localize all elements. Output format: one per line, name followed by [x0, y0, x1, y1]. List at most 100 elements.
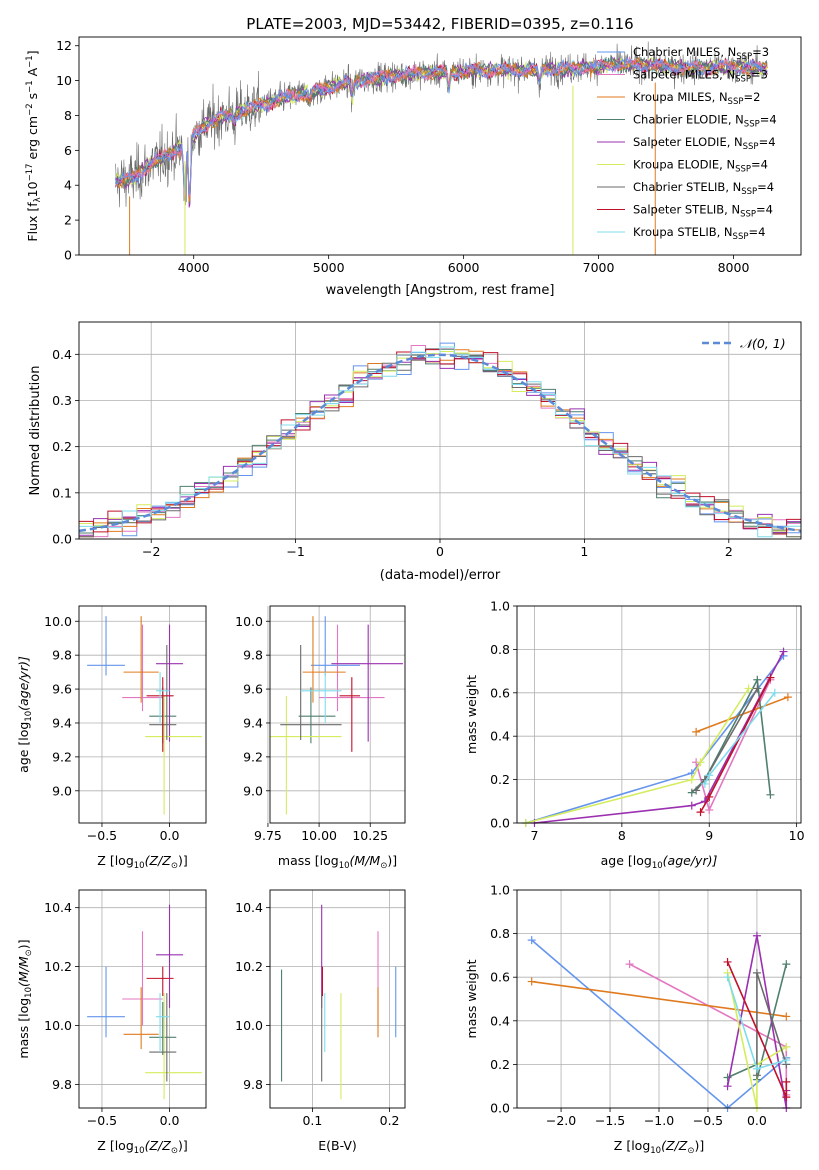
y-tick-label: 9.8	[243, 648, 263, 663]
x-tick-label: −0.5	[87, 1113, 117, 1128]
axes-frame	[269, 889, 406, 1109]
x-tick-label: 6000	[448, 260, 480, 275]
error-bars	[87, 904, 202, 1100]
x-tick-label: −0.5	[693, 1113, 723, 1128]
normal-pdf-line	[79, 353, 801, 533]
weight-point-krou_stelib	[723, 973, 732, 982]
y-tick-label: 0	[64, 248, 72, 263]
mass-vs-extinction-panel: 0.1 0.2 9.8 10.0 10.2 10.4 E(B-V)	[235, 889, 406, 1153]
y-tick-label: 10.0	[235, 614, 263, 629]
figure-title: PLATE=2003, MJD=53442, FIBERID=0395, z=0…	[246, 15, 633, 33]
x-tick-label: 4000	[178, 260, 210, 275]
x-tick-label: 0	[436, 544, 444, 559]
legend-entry-chab_elodie: Chabrier ELODIE, NSSP=4	[633, 113, 777, 130]
y-axis-label: mass weight	[464, 675, 479, 754]
x-tick-label: 0.1	[302, 1113, 322, 1128]
y-tick-label: 0.0	[490, 1101, 510, 1116]
y-tick-label: 10.2	[235, 959, 263, 974]
x-tick-label: 8000	[718, 260, 750, 275]
weight-point-salp_stelib	[782, 1077, 791, 1086]
weight-point-krou_stelib	[752, 1064, 761, 1073]
axis-label: Z [log10(Z/Z⊙)]	[97, 1138, 187, 1156]
weight-point-salp_stelib	[696, 808, 705, 817]
weight-point-chab_miles	[527, 936, 536, 945]
spectrum-panel: 4000 5000 6000 7000 8000 0 2 4 6 8 10 12 wavelength …	[25, 36, 802, 298]
y-tick-label: 9.8	[52, 1077, 72, 1092]
axis-label: Z [log10(Z/Z⊙)]	[97, 853, 187, 871]
histogram-steps	[79, 342, 801, 539]
x-axis-label: E(B-V)	[318, 1138, 357, 1153]
error-bars	[87, 616, 202, 815]
weight-point-krou_elodie	[696, 758, 705, 767]
y-tick-label: 0.0	[52, 532, 72, 547]
legend-entry-krou_miles: Kroupa MILES, NSSP=2	[633, 90, 760, 107]
x-tick-label: 10.00	[301, 828, 337, 843]
axis-label: mass [log10(M/M⊙)]	[278, 853, 397, 871]
weight-point-krou_miles	[527, 977, 536, 986]
weight-point-salp_elodie	[723, 1082, 732, 1091]
weight-point-krou_elodie	[687, 775, 696, 784]
axes-frame	[78, 605, 207, 824]
weight-point-salp_stelib	[766, 673, 775, 682]
y-tick-label: 0.3	[52, 393, 72, 408]
x-tick-label: 7	[531, 828, 539, 843]
y-tick-label: 0.8	[490, 926, 510, 941]
x-tick-label: 2	[725, 544, 733, 559]
axis-label: Z [log10(Z/Z⊙)]	[614, 1138, 704, 1156]
legend-entry-krou_stelib: Kroupa STELIB, NSSP=4	[633, 225, 765, 242]
residual-histogram-panel: −2 −1 0 1 2 0.0 0.1 0.2 0.3 0.4 𝒩(0, 1) (data-model…	[28, 321, 802, 583]
weight-point-chab_elodie	[782, 960, 791, 969]
y-tick-label: 9.4	[243, 715, 263, 730]
x-tick-label: 10	[789, 828, 805, 843]
weight-vs-metallicity-panel: −2.0 −1.5 −1.0 −0.5 0.0 0.0 0.2 0.4 0.6 0.8 1.0 mas…	[464, 883, 802, 1156]
x-tick-label: 0.2	[380, 1113, 400, 1128]
y-tick-label: 0.6	[490, 685, 510, 700]
error-bars	[270, 616, 403, 815]
x-tick-label: −2.0	[546, 1113, 576, 1128]
axes-frame	[78, 321, 802, 540]
weight-point-chab_elodie	[753, 675, 762, 684]
y-tick-label: 0.2	[490, 772, 510, 787]
y-axis-label: age [log10(age/yr)]	[16, 656, 34, 773]
x-tick-label: 0.0	[160, 1113, 180, 1128]
weight-line-chab_miles	[525, 655, 785, 824]
weight-point-krou_miles	[692, 727, 701, 736]
histogram-krou_stelib	[79, 346, 801, 539]
weight-point-salp_elodie	[752, 931, 761, 940]
x-axis-label: wavelength [Angstrom, rest frame]	[326, 283, 555, 298]
y-axis-label: Flux [fλ10−17 erg cm−2 s−1 A−1]	[25, 50, 43, 241]
weight-point-salp_miles	[705, 805, 714, 814]
y-axis-label: mass [log10(M/M⊙)]	[16, 939, 34, 1058]
weight-point-chab_stelib	[753, 684, 762, 693]
y-tick-label: 9.2	[243, 749, 263, 764]
x-tick-label: 9.75	[254, 828, 282, 843]
y-tick-label: 0.8	[490, 642, 510, 657]
y-tick-label: 9.8	[243, 1077, 263, 1092]
weight-point-krou_miles	[783, 693, 792, 702]
weight-point-chab_stelib	[692, 786, 701, 795]
y-tick-label: 10	[56, 73, 72, 88]
y-tick-label: 0.4	[490, 1013, 510, 1028]
y-tick-label: 0.1	[52, 485, 72, 500]
y-tick-label: 10.0	[44, 1018, 72, 1033]
weight-line-krou_elodie	[726, 972, 787, 1109]
x-tick-label: 10.25	[352, 828, 388, 843]
weight-vs-age-panel: 7 8 9 10 0.0 0.2 0.4 0.6 0.8 1.0 mass weight age [l…	[464, 599, 805, 872]
axes-frame	[78, 889, 207, 1109]
x-tick-label: 5000	[313, 260, 345, 275]
x-tick-label: 1	[580, 544, 588, 559]
weight-point-salp_elodie	[687, 801, 696, 810]
weight-line-krou_elodie	[525, 688, 750, 824]
weight-point-salp_stelib	[782, 1093, 791, 1102]
y-tick-label: 9.6	[52, 682, 72, 697]
x-tick-label: −2	[142, 544, 160, 559]
y-tick-label: 8	[64, 108, 72, 123]
x-tick-label: 7000	[583, 260, 615, 275]
weight-point-krou_elodie	[782, 1042, 791, 1051]
legend-entry-salp_elodie: Salpeter ELODIE, NSSP=4	[633, 135, 776, 152]
x-axis-label: age [log10(age/yr)]	[601, 853, 718, 871]
weight-point-salp_miles	[625, 960, 634, 969]
axes-frame	[269, 605, 406, 824]
y-tick-label: 0.4	[52, 347, 72, 362]
